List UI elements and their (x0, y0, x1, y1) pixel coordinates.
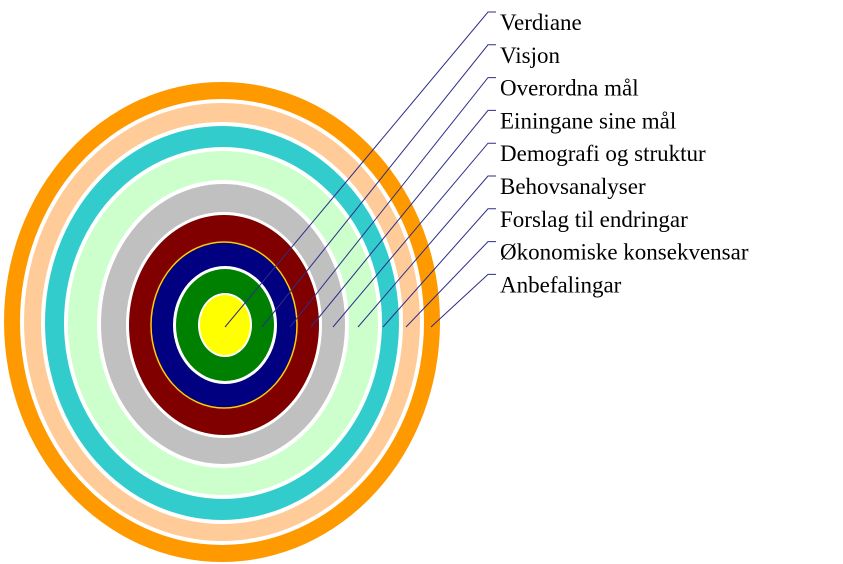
leader-line (430, 273, 496, 328)
leader-line (382, 208, 496, 328)
leader-line (289, 77, 496, 328)
ring-label: Demografi og struktur (500, 141, 706, 166)
ring-label: Forslag til endringar (500, 207, 688, 232)
ring-label: Visjon (500, 43, 560, 68)
ring-label: Behovsanalyser (500, 174, 646, 199)
ring-label: Anbefalingar (500, 272, 622, 297)
ring-label: Overordna mål (500, 76, 639, 101)
ring-label: Verdiane (500, 10, 582, 35)
ring-label: Einingane sine mål (500, 108, 676, 133)
target-rings (4, 82, 440, 562)
labels: Verdiane Visjon Overordna mål Einingane sin… (224, 10, 749, 328)
leader-line (224, 11, 496, 328)
leader-line (405, 241, 496, 328)
ring-yellow (200, 295, 250, 355)
leader-line (310, 109, 496, 328)
leader-line (357, 175, 496, 328)
ring-label: Økonomiske konsekvensar (500, 240, 749, 265)
leader-line (261, 44, 496, 328)
leader-line (332, 142, 496, 328)
